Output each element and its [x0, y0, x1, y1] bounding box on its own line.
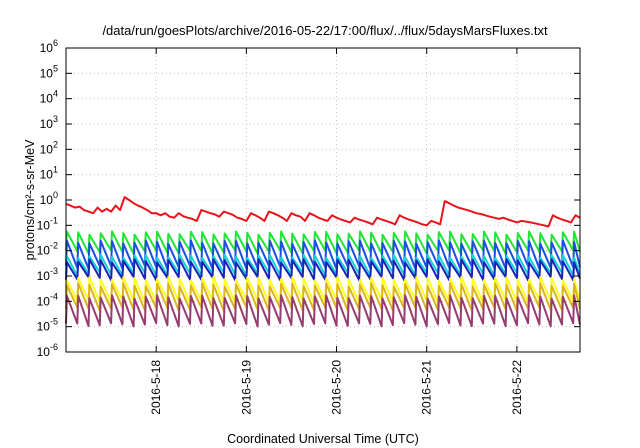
y-tick-label: 10-1 — [37, 215, 58, 232]
y-tick-label: 100 — [40, 190, 58, 207]
x-tick-label: 2016-5-18 — [149, 360, 163, 415]
y-tick-label: 10-2 — [37, 241, 58, 258]
y-tick-label: 105 — [40, 63, 58, 80]
y-tick-label: 10-3 — [37, 266, 58, 283]
chart-title: /data/run/goesPlots/archive/2016-05-22/1… — [102, 23, 548, 38]
y-tick-label: 10-6 — [37, 342, 58, 359]
y-tick-label: 106 — [40, 38, 58, 55]
y-axis: 10-6 10-5 10-4 10-3 10-2 10-1 100 101 102 103 104 1… — [37, 38, 580, 359]
x-tick-label: 2016-5-22 — [510, 360, 524, 415]
y-tick-label: 10-4 — [37, 291, 58, 308]
series-line — [65, 275, 581, 305]
series-layer — [65, 196, 581, 328]
series-line — [65, 294, 581, 328]
x-axis-label: Coordinated Universal Time (UTC) — [227, 432, 419, 446]
y-tick-label: 102 — [40, 139, 58, 156]
x-tick-label: 2016-5-21 — [420, 360, 434, 415]
y-tick-label: 101 — [40, 165, 58, 182]
x-tick-label: 2016-5-20 — [330, 360, 344, 415]
series-line — [65, 196, 581, 228]
y-tick-label: 103 — [40, 114, 58, 131]
y-tick-label: 104 — [40, 89, 58, 106]
y-axis-label: protons/cm²-s-sr-MeV — [23, 139, 37, 261]
y-tick-label: 10-5 — [37, 317, 58, 334]
x-axis: 2016-5-18 2016-5-19 2016-5-20 2016-5-21 2016… — [149, 48, 524, 415]
x-tick-label: 2016-5-19 — [239, 360, 253, 415]
